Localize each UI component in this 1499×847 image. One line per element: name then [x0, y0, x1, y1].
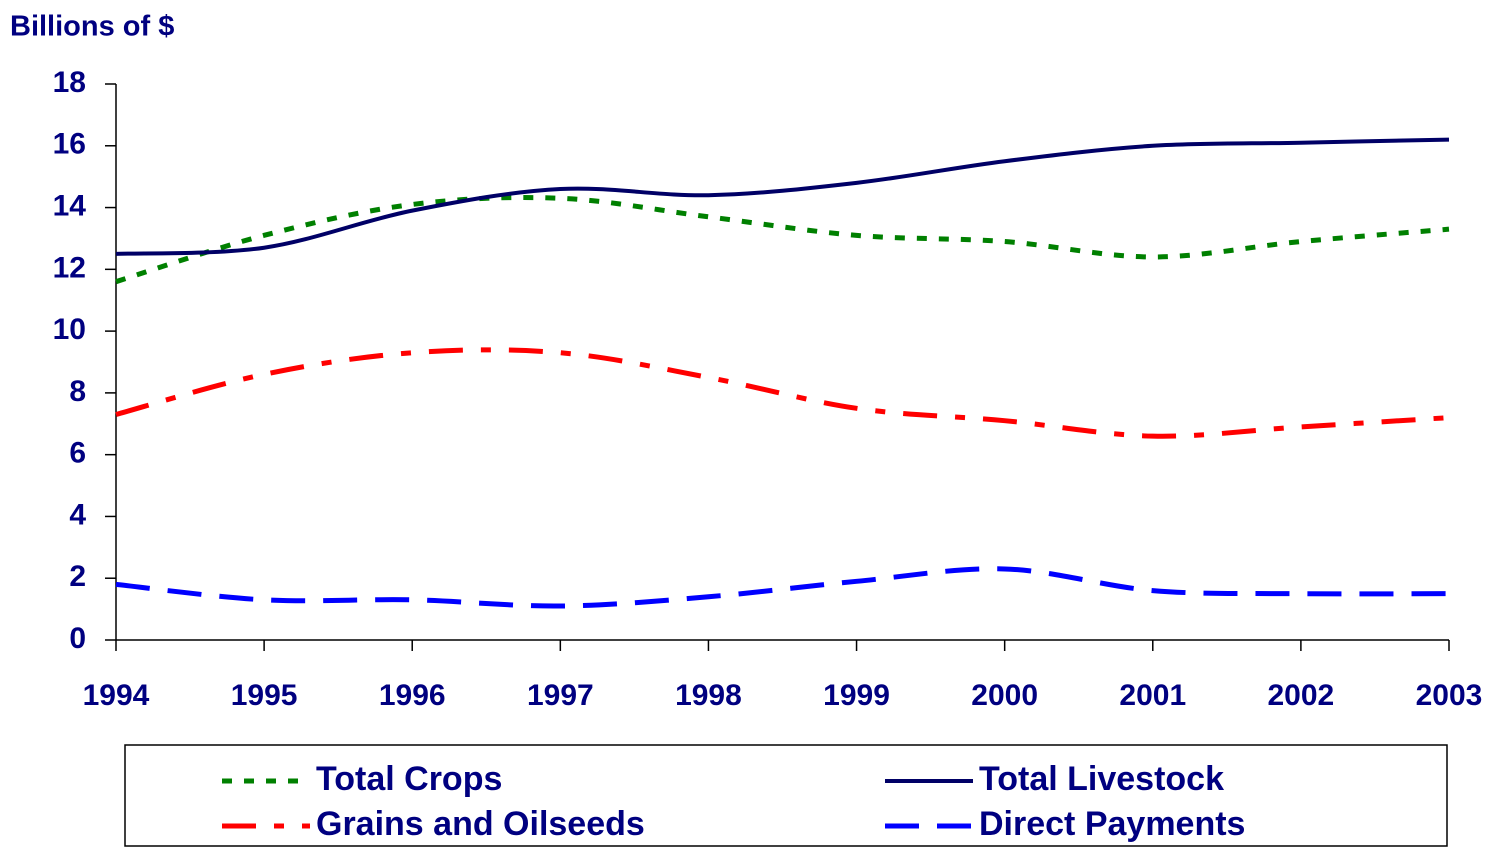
legend-label: Total Livestock — [979, 760, 1224, 798]
legend-box — [124, 744, 1448, 847]
y-tick-label: 16 — [53, 128, 86, 161]
y-tick-label: 12 — [53, 251, 86, 284]
x-tick-label: 1998 — [675, 679, 742, 712]
legend-label: Grains and Oilseeds — [316, 805, 645, 843]
x-tick-label: 1996 — [379, 679, 446, 712]
y-tick-label: 4 — [69, 498, 86, 531]
x-tick-label: 1997 — [527, 679, 594, 712]
series-line — [115, 566, 1450, 609]
series-line — [115, 347, 1450, 439]
legend-label: Direct Payments — [979, 805, 1245, 843]
y-tick-label: 0 — [69, 622, 86, 655]
x-tick-label: 2003 — [1416, 679, 1483, 712]
y-tick-label: 18 — [53, 66, 86, 99]
y-tick-label: 2 — [69, 560, 86, 593]
x-tick-label: 2002 — [1268, 679, 1335, 712]
y-tick-label: 10 — [53, 313, 86, 346]
x-tick-label: 1999 — [823, 679, 890, 712]
y-tick-label: 8 — [69, 375, 86, 408]
x-tick-label: 1994 — [83, 679, 150, 712]
y-tick-label: 14 — [53, 189, 87, 222]
x-tick-label: 2001 — [1119, 679, 1186, 712]
series-line — [115, 137, 1450, 256]
legend-label: Total Crops — [316, 760, 502, 798]
y-tick-label: 6 — [69, 437, 86, 470]
y-axis-title: Billions of $ — [10, 11, 174, 43]
x-tick-label: 1995 — [231, 679, 298, 712]
x-tick-label: 2000 — [971, 679, 1038, 712]
series-line — [115, 195, 1450, 285]
